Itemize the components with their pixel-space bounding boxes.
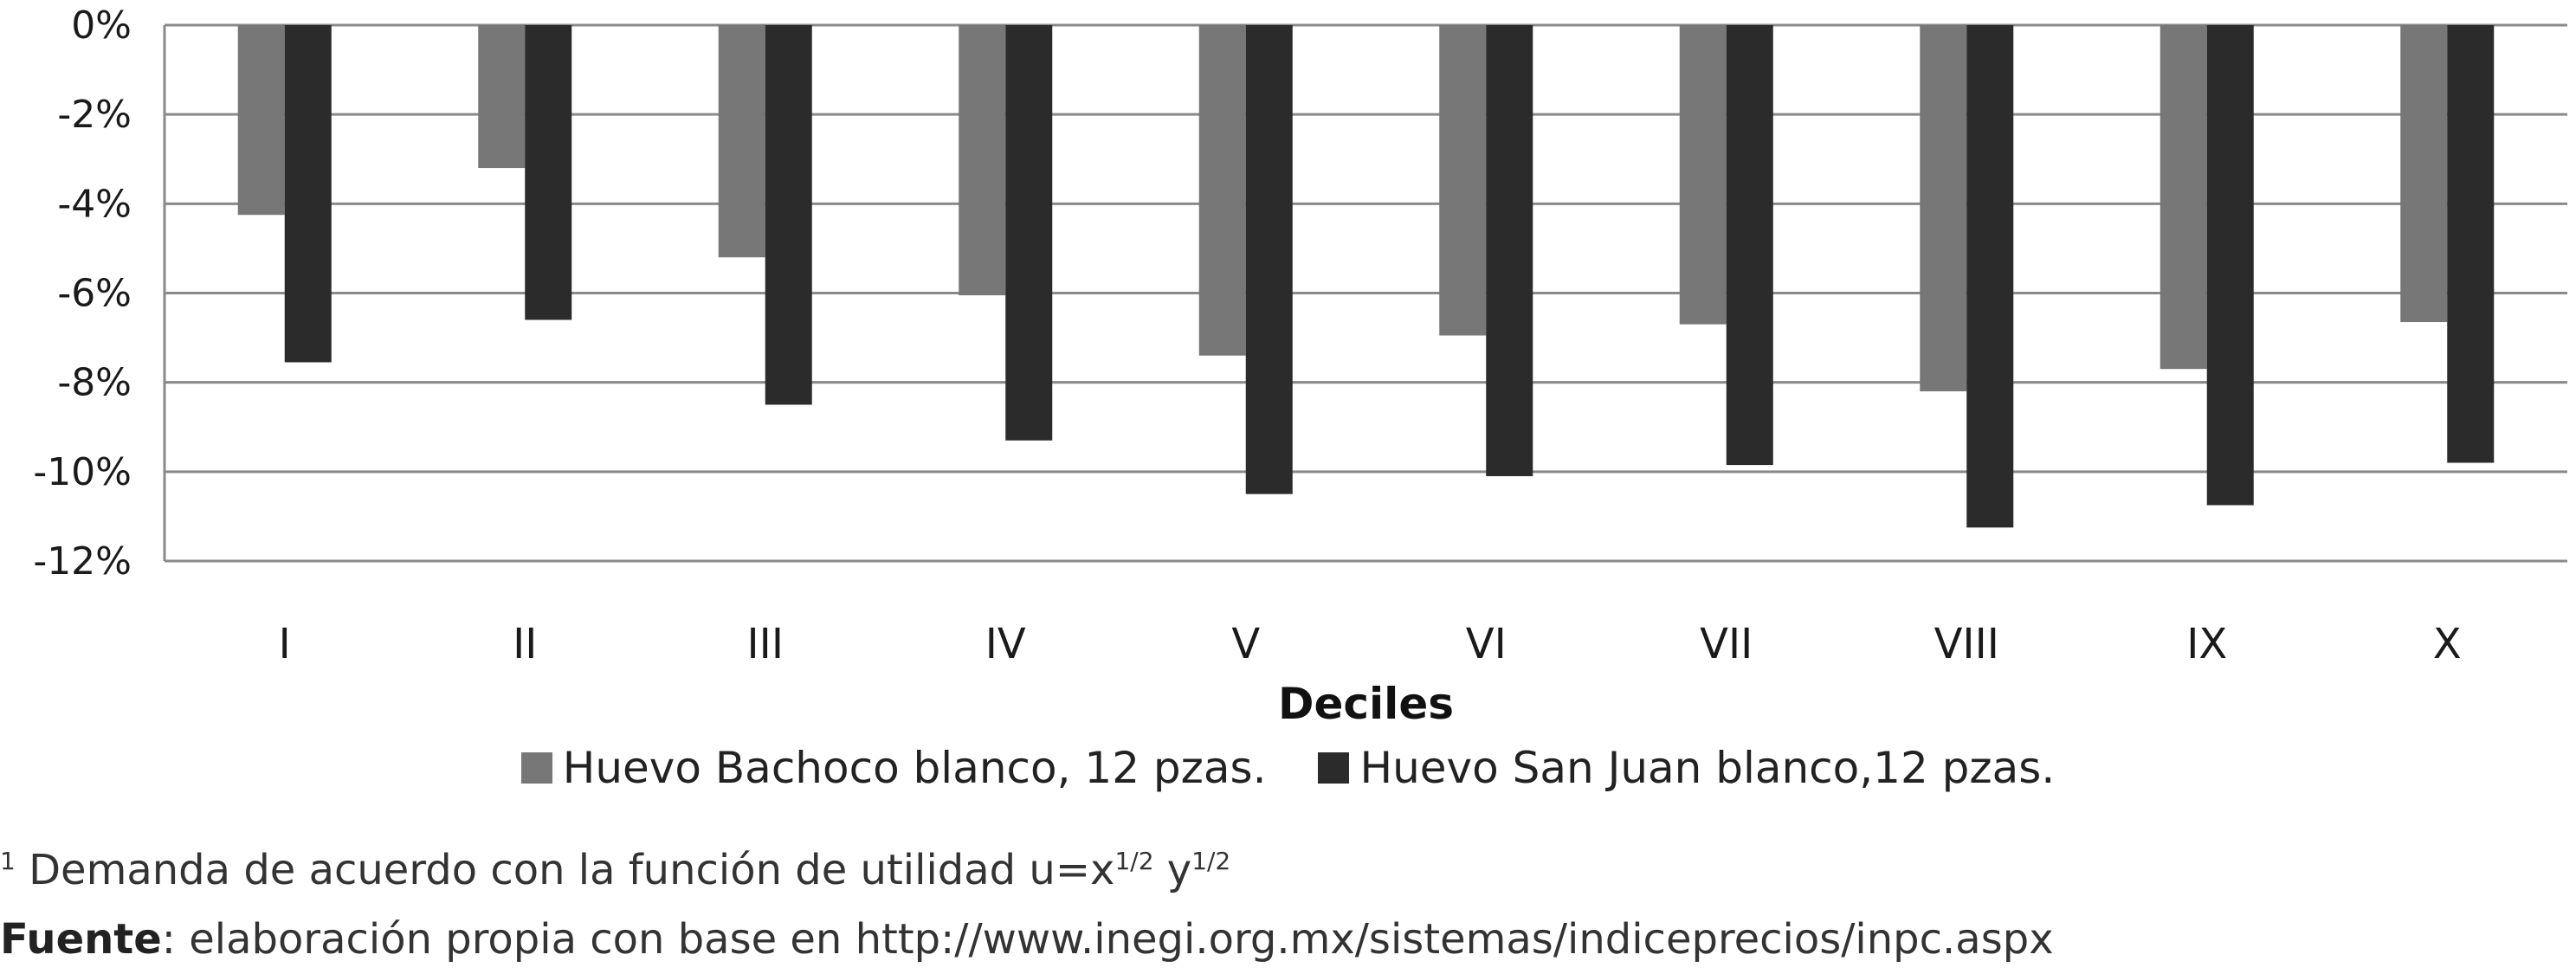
footnote-exponent-x: 1/2 [1114, 847, 1154, 875]
y-tick-label: -4% [57, 182, 132, 226]
source-label: Fuente [0, 915, 162, 964]
x-tick-label: VII [1700, 620, 1753, 668]
footnote: 1 Demanda de acuerdo con la función de u… [0, 827, 2054, 905]
x-tick-label: VIII [1934, 620, 1999, 668]
bar-san-juan [1005, 25, 1053, 441]
bar-san-juan [2206, 25, 2254, 506]
x-axis-title: Deciles [1278, 679, 1454, 729]
bar-bachoco [2160, 25, 2207, 370]
source-note: Fuente: elaboración propia con base en h… [0, 905, 2054, 974]
legend: Huevo Bachoco blanco, 12 pzas. Huevo San… [0, 743, 2576, 793]
x-tick-label: V [1231, 620, 1260, 668]
y-tick-label: -2% [57, 93, 132, 137]
notes: 1 Demanda de acuerdo con la función de u… [0, 827, 2054, 974]
bar-bachoco [237, 25, 285, 216]
y-tick-label: -10% [33, 450, 132, 494]
y-tick-label: -12% [33, 539, 132, 584]
bar-san-juan [1966, 25, 2014, 528]
y-tick-label: -6% [57, 272, 132, 316]
x-tick-label: IV [985, 620, 1026, 668]
footnote-mid: y [1153, 846, 1192, 894]
x-tick-label: I [279, 620, 291, 668]
legend-swatch-san-juan [1318, 752, 1350, 784]
bar-chart: 0%-2%-4%-6%-8%-10%-12%I II III IV V VI VII VIII… [33, 3, 2567, 729]
bar-bachoco [2400, 25, 2448, 323]
x-tick-label: III [747, 620, 784, 668]
legend-label-bachoco: Huevo Bachoco blanco, 12 pzas. [562, 743, 1267, 793]
bar-san-juan [2447, 25, 2495, 463]
bar-bachoco [1198, 25, 1246, 356]
y-tick-label: 0% [71, 3, 132, 48]
bar-san-juan [1726, 25, 1773, 466]
bar-bachoco [478, 25, 526, 169]
bar-san-juan [525, 25, 572, 320]
bar-san-juan [1486, 25, 1533, 476]
footnote-text: Demanda de acuerdo con la función de uti… [29, 846, 1115, 894]
legend-item-san-juan: Huevo San Juan blanco,12 pzas. [1318, 743, 2055, 793]
footnote-marker: 1 [0, 847, 16, 875]
x-tick-label: X [2433, 620, 2462, 668]
bar-bachoco [1439, 25, 1487, 336]
y-tick-label: -8% [57, 361, 132, 405]
bar-san-juan [1245, 25, 1293, 494]
bar-san-juan [284, 25, 332, 363]
x-tick-label: II [513, 620, 537, 668]
bar-bachoco [718, 25, 765, 258]
bar-san-juan [765, 25, 812, 405]
bar-bachoco [1679, 25, 1727, 325]
bar-bachoco [1920, 25, 1967, 391]
footnote-exponent-y: 1/2 [1191, 847, 1231, 875]
x-tick-label: IX [2186, 620, 2227, 668]
bar-bachoco [959, 25, 1006, 296]
legend-label-san-juan: Huevo San Juan blanco,12 pzas. [1359, 743, 2056, 793]
x-tick-label: VI [1466, 620, 1507, 668]
legend-item-bachoco: Huevo Bachoco blanco, 12 pzas. [520, 743, 1267, 793]
legend-swatch-bachoco [520, 752, 552, 784]
source-text: : elaboración propia con base en http://… [161, 915, 2054, 964]
